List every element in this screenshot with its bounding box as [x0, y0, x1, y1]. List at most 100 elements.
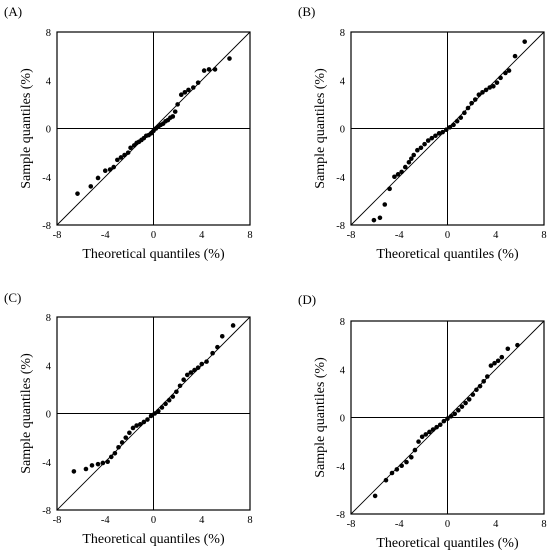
data-point [480, 90, 485, 95]
data-point [477, 383, 483, 389]
x-tick-label: 0 [445, 230, 450, 241]
x-tick-label: -4 [101, 230, 110, 241]
data-point [100, 460, 106, 466]
data-point [112, 451, 118, 456]
data-point [423, 432, 429, 437]
data-point [123, 435, 129, 440]
data-point [440, 129, 445, 135]
x-axis-title: Theoretical quantiles (%) [376, 247, 519, 262]
data-point [88, 184, 94, 189]
data-point [506, 68, 512, 73]
y-tick-label: 4 [340, 76, 346, 87]
qq-panel: (C) -8 -4 0 4 8 8 4 0 -4 -8 Theoretical quantiles (… [4, 290, 253, 547]
data-point [119, 440, 125, 445]
data-point [465, 105, 471, 111]
data-point [488, 363, 494, 368]
data-point [75, 191, 80, 196]
y-tick-label: 4 [46, 361, 52, 372]
data-point [195, 80, 201, 85]
x-axis-title: Theoretical quantiles (%) [376, 536, 519, 551]
data-point [111, 164, 116, 170]
y-tick-label: -4 [42, 458, 51, 469]
x-tick-label: 0 [151, 515, 156, 526]
data-point [177, 383, 183, 389]
data-point [505, 346, 511, 352]
y-tick-label: 4 [340, 365, 346, 376]
x-tick-label: -8 [53, 515, 62, 526]
data-point [433, 133, 438, 139]
data-point [476, 92, 482, 98]
qq-panel: (B) -8 -4 0 4 8 8 4 0 -4 -8 Theoretical quantiles (… [298, 4, 547, 262]
x-tick-label: -4 [101, 515, 110, 526]
qq-panel: (A) -8 -4 0 4 8 8 4 0 -4 -8 Theoretical quantiles (… [4, 4, 253, 262]
x-axis-title: Theoretical quantiles (%) [82, 532, 225, 547]
data-point [174, 389, 179, 395]
data-point [459, 404, 465, 409]
data-point [418, 145, 424, 151]
x-tick-label: -4 [395, 519, 404, 530]
x-tick-label: 4 [199, 230, 205, 241]
data-point [415, 147, 420, 153]
y-tick-label: -4 [336, 462, 345, 473]
data-point [206, 67, 212, 72]
data-point [452, 411, 458, 417]
data-point [134, 423, 139, 428]
data-point [503, 70, 508, 76]
data-point [447, 124, 453, 130]
x-tick-label: -8 [347, 230, 356, 241]
y-tick-label: -4 [336, 173, 345, 184]
data-point [130, 425, 136, 431]
data-point [122, 152, 127, 158]
data-point [215, 344, 220, 350]
y-axis-title: Sample quantiles (%) [19, 68, 34, 189]
x-axis-title: Theoretical quantiles (%) [82, 247, 225, 262]
data-point [411, 152, 417, 158]
data-point [441, 418, 447, 424]
data-point [71, 469, 77, 474]
data-point [170, 114, 176, 119]
data-point [95, 461, 101, 467]
x-tick-label: 0 [151, 230, 156, 241]
data-point [382, 202, 388, 207]
y-tick-label: 8 [46, 28, 51, 39]
y-tick-label: -8 [42, 221, 51, 232]
data-point [163, 401, 168, 407]
data-point [115, 157, 120, 163]
x-tick-label: -8 [53, 230, 62, 241]
data-point [227, 56, 232, 61]
data-point [166, 397, 172, 403]
data-point [462, 110, 467, 116]
y-axis-title: Sample quantiles (%) [313, 357, 328, 478]
x-tick-label: 8 [247, 230, 252, 241]
data-point [387, 186, 392, 192]
data-point [128, 145, 133, 151]
data-point [409, 156, 414, 161]
data-point [184, 372, 190, 378]
y-tick-label: 4 [46, 76, 52, 87]
data-point [419, 434, 425, 440]
y-tick-label: -8 [336, 510, 345, 521]
x-tick-label: -4 [395, 230, 404, 241]
data-point [172, 109, 178, 114]
data-point [199, 361, 205, 367]
data-point [230, 323, 236, 328]
data-point [371, 217, 377, 223]
panel-label: (B) [298, 4, 315, 19]
data-point [95, 175, 101, 181]
data-point [107, 167, 113, 172]
data-point [416, 439, 421, 444]
y-tick-label: -4 [42, 173, 51, 184]
data-point [451, 122, 456, 128]
data-point [148, 413, 154, 419]
data-point [425, 138, 431, 143]
data-point [481, 379, 486, 384]
data-point [102, 168, 108, 174]
data-point [159, 405, 165, 410]
data-point [377, 215, 383, 221]
x-tick-label: 0 [445, 519, 450, 530]
data-point [372, 493, 378, 499]
data-point [494, 80, 500, 85]
data-point [430, 427, 436, 432]
data-point [108, 454, 114, 460]
data-point [448, 413, 454, 419]
